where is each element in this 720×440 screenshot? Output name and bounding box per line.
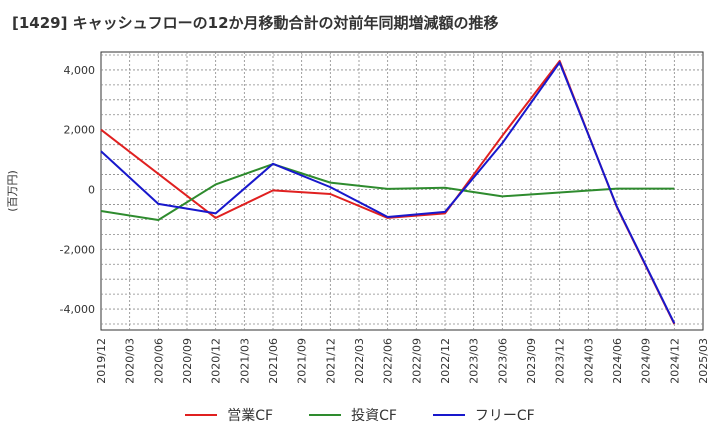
x-tick-label: 2022/03 bbox=[353, 338, 366, 384]
series-line bbox=[100, 163, 675, 221]
y-axis-label: (百万円) bbox=[6, 170, 19, 212]
y-axis-ticks: 4,000 2,000 0 -2,000 -4,000 bbox=[60, 64, 95, 316]
x-tick-label: 2021/06 bbox=[267, 338, 280, 384]
x-tick-label: 2023/09 bbox=[525, 338, 538, 384]
x-tick-label: 2023/03 bbox=[468, 338, 481, 384]
legend-label: 営業CF bbox=[227, 408, 274, 424]
legend-item: フリーCF bbox=[432, 405, 535, 425]
x-tick-label: 2020/03 bbox=[124, 338, 137, 384]
x-tick-label: 2023/12 bbox=[554, 338, 567, 384]
legend-item: 投資CF bbox=[309, 405, 397, 425]
series-lines bbox=[100, 59, 676, 325]
y-tick-label: 4,000 bbox=[64, 64, 96, 77]
legend: 営業CF 投資CF フリーCF bbox=[0, 400, 720, 430]
legend-swatch bbox=[185, 414, 218, 416]
series-line bbox=[100, 61, 676, 324]
x-tick-label: 2024/03 bbox=[582, 338, 595, 384]
y-tick-label: 0 bbox=[88, 184, 95, 197]
x-tick-label: 2020/09 bbox=[181, 338, 194, 384]
legend-item: 営業CF bbox=[185, 405, 273, 425]
x-tick-label: 2024/09 bbox=[640, 338, 653, 384]
x-tick-label: 2022/09 bbox=[410, 338, 423, 384]
legend-swatch bbox=[309, 414, 342, 416]
x-tick-label: 2020/12 bbox=[210, 338, 223, 384]
x-axis-ticks: 2019/12 2020/03 2020/06 2020/09 2020/12 2021/… bbox=[95, 338, 710, 384]
x-tick-label: 2021/12 bbox=[324, 338, 337, 384]
x-tick-label: 2022/06 bbox=[382, 338, 395, 384]
y-tick-label: 2,000 bbox=[64, 124, 96, 137]
chart-title: [1429] キャッシュフローの12か月移動合計の対前年同期増減額の推移 bbox=[12, 14, 499, 32]
legend-label: フリーCF bbox=[474, 408, 535, 424]
x-tick-label: 2025/03 bbox=[697, 338, 710, 384]
plot-area bbox=[100, 51, 704, 331]
y-tick-label: -2,000 bbox=[60, 243, 95, 256]
legend-swatch bbox=[432, 414, 465, 416]
x-tick-label: 2022/12 bbox=[439, 338, 452, 384]
y-tick-label: -4,000 bbox=[60, 303, 95, 316]
x-tick-label: 2023/06 bbox=[496, 338, 509, 384]
x-tick-label: 2024/06 bbox=[611, 338, 624, 384]
x-tick-label: 2021/09 bbox=[296, 338, 309, 384]
x-tick-label: 2021/03 bbox=[238, 338, 251, 384]
x-tick-label: 2024/12 bbox=[668, 338, 681, 384]
legend-label: 投資CF bbox=[351, 408, 397, 424]
x-tick-label: 2020/06 bbox=[152, 338, 165, 384]
x-tick-label: 2019/12 bbox=[95, 338, 108, 384]
